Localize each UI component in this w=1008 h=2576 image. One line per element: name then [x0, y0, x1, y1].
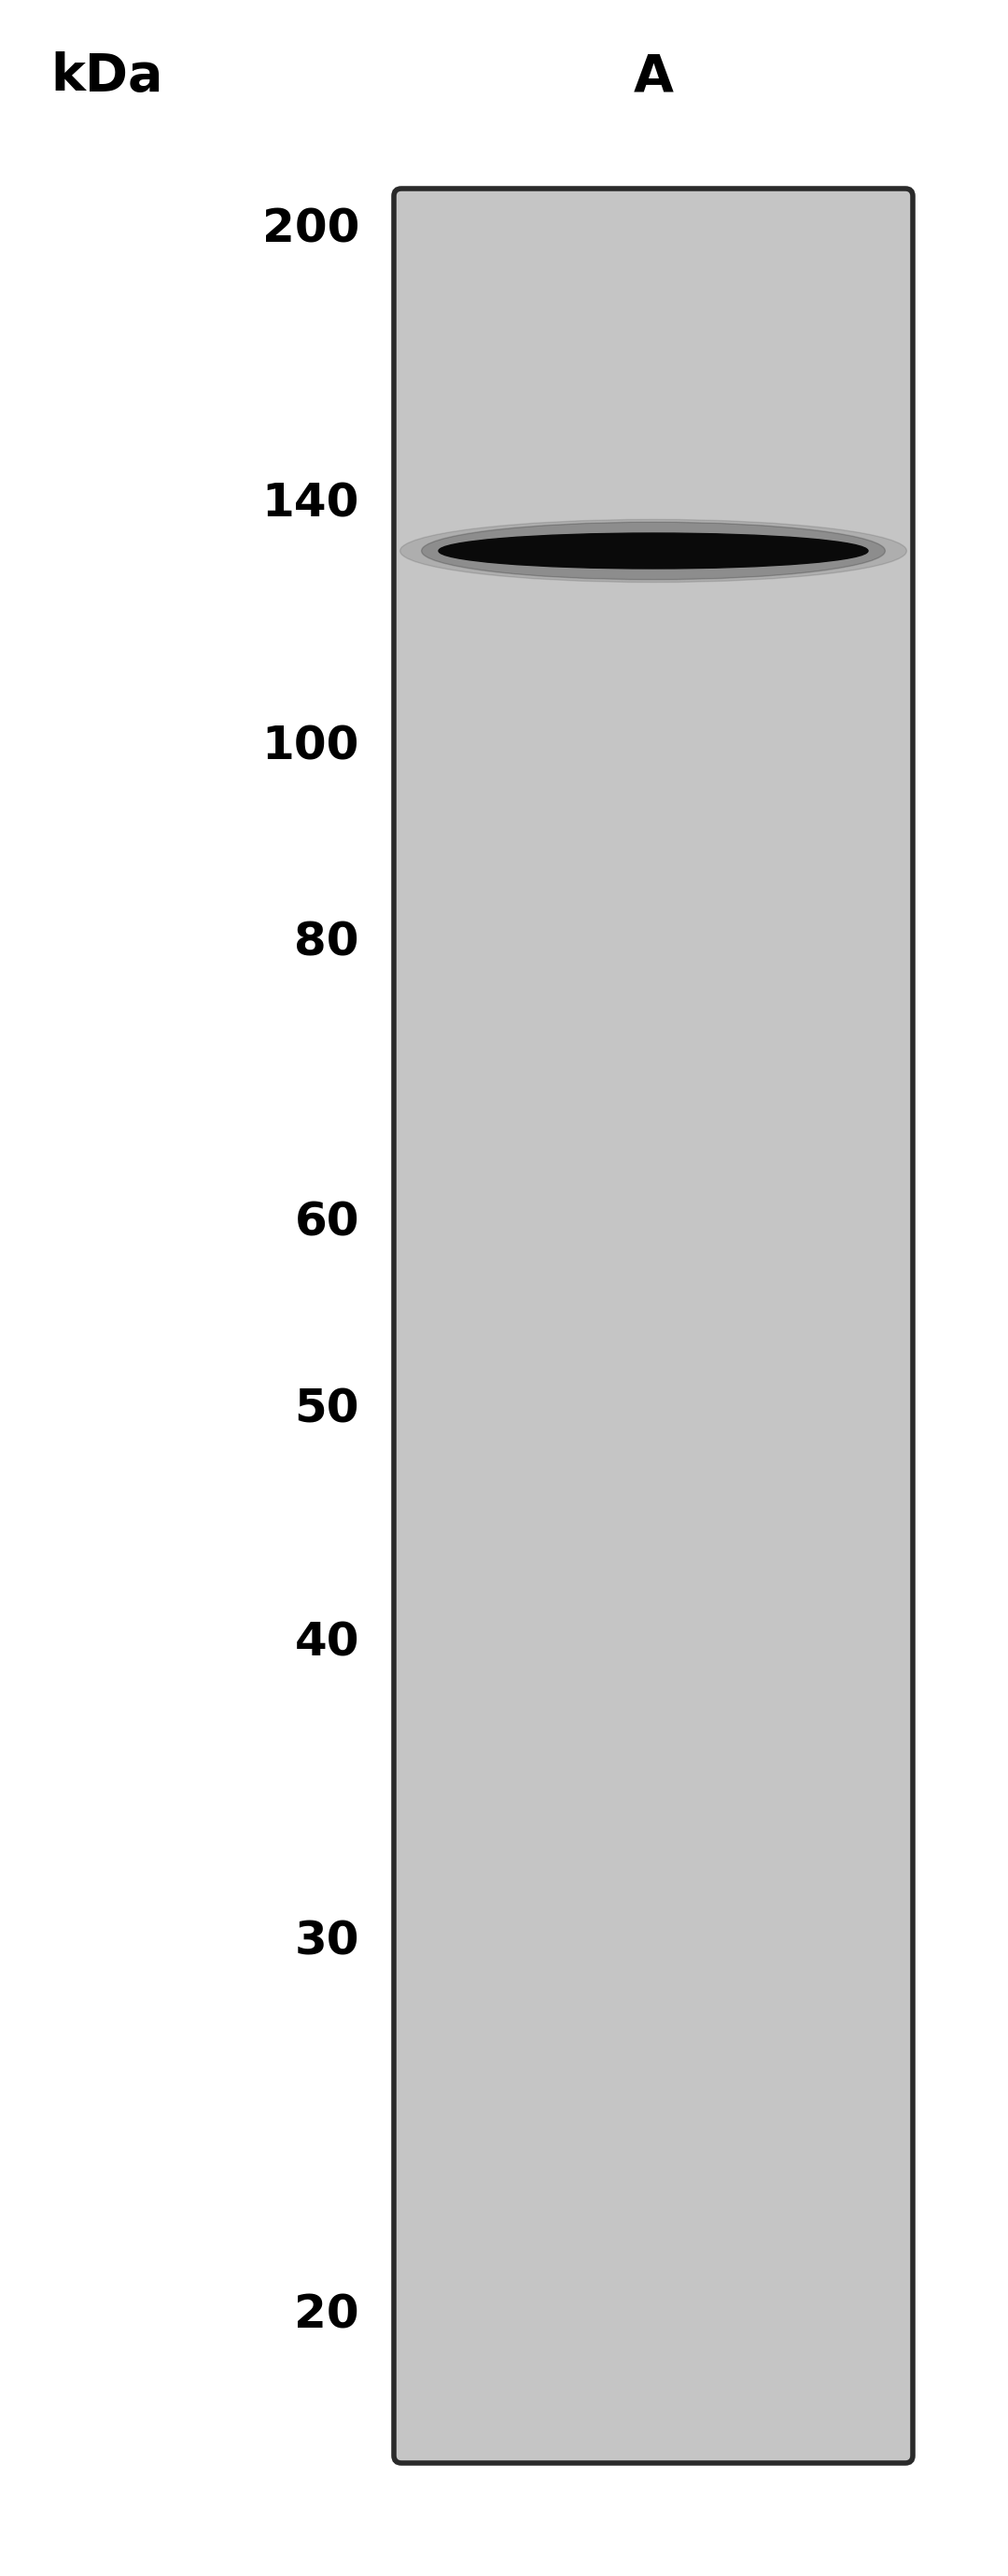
- Text: A: A: [633, 52, 673, 103]
- Ellipse shape: [400, 520, 906, 582]
- Ellipse shape: [421, 523, 885, 580]
- Text: 50: 50: [294, 1388, 359, 1432]
- Ellipse shape: [438, 533, 868, 569]
- Text: 60: 60: [294, 1200, 359, 1247]
- FancyBboxPatch shape: [394, 188, 913, 2463]
- Text: 20: 20: [294, 2293, 359, 2339]
- Text: 40: 40: [294, 1620, 359, 1667]
- Text: 100: 100: [262, 724, 359, 770]
- Text: 140: 140: [262, 482, 359, 526]
- Text: 200: 200: [262, 206, 359, 250]
- Text: kDa: kDa: [51, 52, 163, 103]
- Text: 80: 80: [294, 920, 359, 966]
- Text: 30: 30: [294, 1919, 359, 1965]
